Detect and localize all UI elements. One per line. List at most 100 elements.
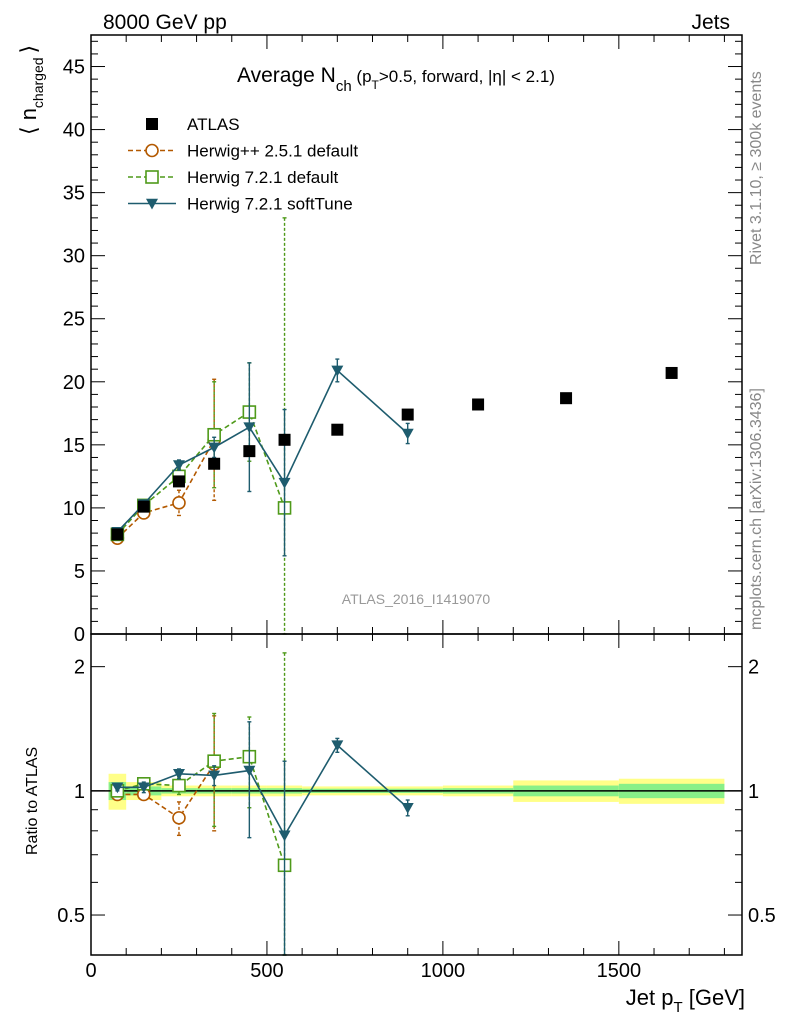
- y-tick-label: 45: [63, 57, 85, 79]
- series-line: [116, 369, 409, 533]
- x-tick-label: 500: [250, 960, 283, 982]
- legend-label: ATLAS: [187, 115, 240, 134]
- series-atlas: [111, 366, 678, 541]
- data-marker: [401, 428, 414, 440]
- y-tick-label: 30: [63, 246, 85, 268]
- data-marker: [243, 765, 256, 777]
- legend-entry: ATLAS: [146, 115, 240, 134]
- legend-label: Herwig++ 2.5.1 default: [187, 142, 358, 161]
- data-marker: [243, 445, 256, 458]
- legend-entry: Herwig 7.2.1 softTune: [128, 195, 353, 214]
- series-herwig-7-2-1-default: [110, 652, 292, 956]
- data-marker: [331, 365, 344, 377]
- data-marker: [208, 442, 221, 454]
- main-y-label-sub: charged: [30, 57, 46, 108]
- data-marker: [278, 830, 291, 842]
- legend-entry: Herwig++ 2.5.1 default: [128, 142, 358, 161]
- legend-label: Herwig 7.2.1 default: [187, 168, 338, 187]
- data-marker: [331, 740, 344, 752]
- mcplots-label: mcplots.cern.ch [arXiv:1306.3436]: [748, 388, 765, 630]
- title-rest: (p: [352, 67, 372, 86]
- legend: ATLAS Herwig++ 2.5.1 default Herwig 7.2.1 …: [128, 115, 358, 214]
- data-marker: [146, 198, 158, 210]
- y-tick-label: 15: [63, 435, 85, 457]
- series-herwig-7-2-1-softtune: [111, 721, 414, 956]
- ratio-axis-ticks: 0 500 1000 1500 0.5 0.5 1 1 2 2: [57, 634, 776, 982]
- y-tick-label: 0.5: [57, 905, 85, 927]
- main-series: [110, 217, 678, 635]
- main-axis-ticks: 0 5 10 15 20 25 30 35 40 45: [63, 35, 742, 646]
- data-marker: [472, 398, 485, 411]
- rivet-label: Rivet 3.1.10, ≥ 300k events: [748, 71, 765, 265]
- x-label-sub: T: [673, 999, 682, 1016]
- data-marker: [208, 457, 221, 470]
- legend-entry: Herwig 7.2.1 default: [128, 168, 338, 187]
- y-tick-label: 0.5: [748, 905, 776, 927]
- series-line: [117, 763, 215, 819]
- main-panel: 0 5 10 15 20 25 30 35 40 45: [63, 34, 743, 646]
- y-tick-label: 2: [748, 657, 759, 679]
- title-rest2: >0.5, forward, |η| < 2.1): [379, 67, 555, 86]
- data-marker: [172, 475, 185, 488]
- main-y-label-text: ⟨ n: [16, 108, 41, 135]
- data-marker: [145, 143, 159, 158]
- y-tick-label: 5: [74, 561, 85, 583]
- data-marker: [145, 170, 159, 184]
- data-marker: [401, 408, 414, 421]
- data-marker: [665, 366, 678, 379]
- data-marker: [137, 500, 150, 513]
- data-marker: [172, 768, 185, 780]
- series-line: [116, 439, 215, 539]
- data-marker: [208, 770, 221, 782]
- title-main: Average N: [237, 64, 336, 87]
- energy-label: 8000 GeV pp: [103, 11, 227, 34]
- data-marker: [111, 528, 124, 541]
- svg-text:Average Nch (pT>0.5, forward,: Average Nch (pT>0.5, forward, |η| < 2.1): [237, 64, 555, 95]
- data-marker: [278, 433, 291, 446]
- main-y-label: ⟨ ncharged ⟩: [16, 45, 46, 135]
- data-marker: [331, 423, 344, 436]
- data-marker: [172, 460, 185, 472]
- data-marker: [401, 802, 414, 814]
- x-tick-label: 1000: [421, 960, 466, 982]
- x-label-text: Jet p: [626, 985, 674, 1010]
- data-marker: [172, 811, 186, 825]
- y-tick-label: 40: [63, 120, 85, 142]
- data-marker: [111, 782, 124, 794]
- data-marker: [243, 422, 256, 434]
- y-tick-label: 1: [74, 781, 85, 803]
- y-tick-label: 20: [63, 372, 85, 394]
- ratio-y-label: Ratio to ATLAS: [24, 747, 41, 855]
- x-axis-label: Jet pT [GeV]: [626, 985, 745, 1016]
- y-tick-label: 0: [74, 624, 85, 646]
- data-marker: [146, 118, 158, 130]
- x-label-unit: [GeV]: [683, 985, 745, 1010]
- series-line: [117, 743, 409, 837]
- y-tick-label: 35: [63, 183, 85, 205]
- data-marker: [278, 477, 291, 489]
- chart-title: Average Nch (pT>0.5, forward, |η| < 2.1): [237, 64, 555, 95]
- series-herwig-7-2-1-default: [110, 217, 292, 635]
- ratio-frame: [90, 633, 743, 956]
- y-tick-label: 1: [748, 781, 759, 803]
- ratio-panel: 0 500 1000 1500 0.5 0.5 1 1 2 2: [57, 633, 776, 982]
- data-marker: [560, 392, 573, 405]
- data-marker: [137, 782, 150, 794]
- main-y-label-end: ⟩: [16, 45, 41, 54]
- series-herwig-7-2-1-softtune: [111, 358, 414, 557]
- analysis-watermark: ATLAS_2016_I1419070: [342, 591, 491, 607]
- process-label: Jets: [691, 11, 730, 34]
- series-herwig-2-5-1-default: [110, 378, 221, 545]
- y-tick-label: 10: [63, 498, 85, 520]
- ratio-series: [110, 652, 414, 956]
- data-marker: [172, 496, 186, 510]
- title-rest-sub: T: [372, 78, 380, 92]
- series-line: [117, 755, 286, 866]
- x-tick-label: 1500: [597, 960, 642, 982]
- legend-label: Herwig 7.2.1 softTune: [187, 195, 353, 214]
- y-tick-label: 25: [63, 309, 85, 331]
- data-marker: [172, 778, 186, 793]
- x-tick-label: 0: [85, 960, 96, 982]
- title-sub: ch: [336, 78, 352, 95]
